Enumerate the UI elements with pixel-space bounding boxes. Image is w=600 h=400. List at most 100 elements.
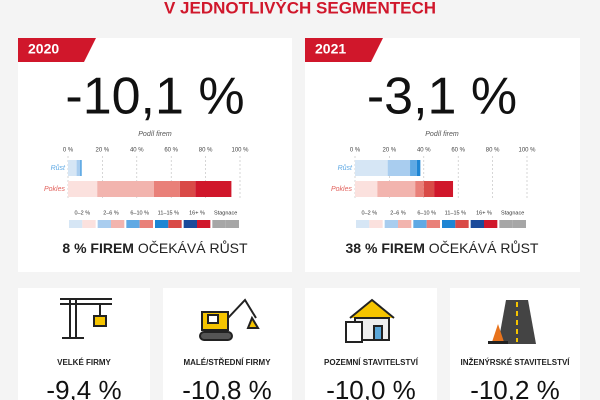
axis-label: Podíl firem	[138, 131, 172, 138]
category-label: Růst	[338, 164, 353, 172]
legend-swatch	[183, 220, 197, 228]
footer: 38 % FIREM OČEKÁVÁ RŮST	[346, 239, 539, 256]
bar-segment	[355, 160, 388, 176]
segment-value: -10,0 %	[326, 375, 416, 400]
bar-segment	[68, 181, 98, 197]
legend-swatch	[97, 220, 111, 228]
card	[18, 38, 292, 272]
year-tag	[18, 38, 96, 62]
card	[305, 38, 580, 272]
bar-segment	[410, 160, 417, 176]
category-label: Růst	[51, 164, 66, 172]
legend-label: 6–10 %	[417, 210, 436, 216]
segment-value: -10,8 %	[182, 375, 272, 400]
year-tag	[305, 38, 383, 62]
x-tick-label: 100 %	[518, 148, 536, 154]
segment-label: MALÉ/STŘEDNÍ FIRMY	[183, 358, 271, 367]
bar-segment	[80, 160, 82, 176]
headline: -3,1 %	[367, 68, 517, 126]
legend-swatch	[369, 220, 383, 228]
legend-swatch	[398, 220, 412, 228]
x-tick-label: 20 %	[383, 148, 397, 154]
footer-text: OČEKÁVÁ RŮST	[425, 239, 539, 256]
segment-value: -10,2 %	[470, 375, 560, 400]
legend-label: 2–6 %	[103, 210, 119, 216]
legend-swatch	[384, 220, 398, 228]
crane-icon	[60, 298, 112, 339]
house-icon	[345, 298, 395, 343]
legend-label: 16+ %	[476, 210, 492, 216]
bar-segment	[423, 181, 435, 197]
title: V JEDNOTLIVÝCH SEGMENTECH	[164, 0, 436, 17]
legend-swatch	[197, 220, 211, 228]
year-label: 2020	[28, 41, 59, 57]
legend-swatch	[426, 220, 440, 228]
legend-label: Stagnace	[501, 210, 524, 216]
legend-swatch	[168, 220, 182, 228]
road-icon	[488, 300, 536, 344]
legend-label: 2–6 %	[390, 210, 406, 216]
legend-swatch	[225, 220, 239, 228]
axis-label: Podíl firem	[425, 131, 459, 138]
legend-label: 0–2 %	[362, 210, 378, 216]
excavator-icon	[199, 298, 260, 341]
bar-segment	[415, 181, 424, 197]
legend-label: 0–2 %	[75, 210, 91, 216]
bar-segment	[195, 181, 232, 197]
card	[18, 288, 150, 400]
x-tick-label: 40 %	[130, 148, 144, 154]
category-label: Pokles	[44, 186, 66, 193]
legend-label: 11–15 %	[158, 210, 179, 216]
segment-value: -9,4 %	[46, 375, 121, 400]
legend-swatch	[111, 220, 125, 228]
legend-swatch	[512, 220, 526, 228]
legend-swatch	[413, 220, 427, 228]
x-tick-label: 80 %	[486, 148, 500, 154]
headline: -10,1 %	[65, 68, 244, 126]
footer-text: OČEKÁVÁ RŮST	[134, 239, 248, 256]
bar-segment	[377, 181, 416, 197]
segment-label: VELKÉ FIRMY	[57, 358, 111, 367]
legend-label: 11–15 %	[445, 210, 466, 216]
legend-swatch	[470, 220, 484, 228]
legend-swatch	[484, 220, 498, 228]
legend-swatch	[126, 220, 140, 228]
bar-segment	[434, 181, 454, 197]
bar-segment	[387, 160, 411, 176]
bar-segment	[154, 181, 180, 197]
footer-bold: 38 % FIREM	[346, 240, 425, 256]
bar-segment	[68, 160, 77, 176]
bar-segment	[355, 181, 378, 197]
x-tick-label: 20 %	[96, 148, 110, 154]
segment-label: INŽENÝRSKÉ STAVITELSTVÍ	[460, 358, 570, 367]
footer-bold: 8 % FIREM	[62, 240, 134, 256]
footer: 8 % FIREM OČEKÁVÁ RŮST	[62, 239, 248, 256]
x-tick-label: 0 %	[63, 148, 74, 154]
legend-swatch	[442, 220, 456, 228]
x-tick-label: 60 %	[451, 148, 465, 154]
card	[163, 288, 292, 400]
legend-label: 16+ %	[189, 210, 205, 216]
segment-label: POZEMNÍ STAVITELSTVÍ	[324, 358, 419, 367]
legend-swatch	[82, 220, 96, 228]
bar-segment	[76, 160, 81, 176]
bar-segment	[97, 181, 154, 197]
x-tick-label: 40 %	[417, 148, 431, 154]
legend-swatch	[499, 220, 513, 228]
year-label: 2021	[315, 41, 346, 57]
legend-swatch	[155, 220, 169, 228]
legend-label: 6–10 %	[130, 210, 149, 216]
legend-swatch	[356, 220, 370, 228]
legend-swatch	[212, 220, 226, 228]
x-tick-label: 60 %	[164, 148, 178, 154]
legend-swatch	[139, 220, 153, 228]
bar-segment	[416, 160, 421, 176]
x-tick-label: 0 %	[350, 148, 361, 154]
legend-swatch	[455, 220, 469, 228]
legend-label: Stagnace	[214, 210, 237, 216]
bar-segment	[179, 181, 196, 197]
legend-swatch	[69, 220, 83, 228]
x-tick-label: 80 %	[199, 148, 213, 154]
category-label: Pokles	[331, 186, 353, 193]
